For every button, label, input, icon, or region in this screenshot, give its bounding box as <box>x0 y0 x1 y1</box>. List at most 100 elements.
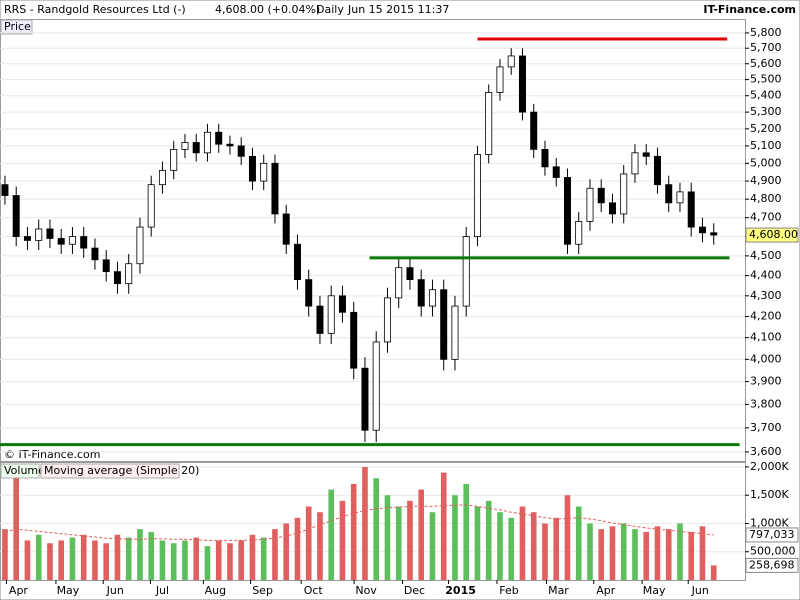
volume-bar <box>440 472 447 580</box>
volume-bar <box>452 495 458 580</box>
x-tick-label: Jun <box>106 584 124 597</box>
x-tick-label: Apr <box>9 584 29 597</box>
candle-body <box>158 169 166 186</box>
volume-bar <box>519 506 526 580</box>
volume-bar <box>260 537 267 580</box>
candle-body <box>338 295 346 313</box>
candle-body <box>552 166 560 178</box>
candle-body <box>170 148 178 171</box>
volume-bar <box>699 526 706 580</box>
volume-bar <box>114 534 121 580</box>
volume-bar <box>497 512 503 580</box>
candle-body <box>496 66 504 93</box>
candle-body <box>327 295 335 334</box>
ma-label-box <box>745 527 799 543</box>
y-tick-label: 2,000K <box>750 460 789 473</box>
volume-bar <box>227 543 233 580</box>
y-tick-label: 3,600 <box>750 445 782 458</box>
candle-body <box>23 236 31 241</box>
candle-body <box>192 142 200 154</box>
candle-body <box>237 145 245 157</box>
volume-bar <box>159 540 166 580</box>
volume-bar <box>688 531 695 580</box>
candle-body <box>586 187 594 222</box>
x-tick-label: May <box>57 584 80 597</box>
y-tick-label: 4,700 <box>750 211 782 224</box>
candle-body <box>350 311 358 369</box>
x-tick-label: Mar <box>548 584 569 597</box>
candle-body <box>35 228 43 241</box>
quote: 4,608.00 (+0.04%) <box>215 3 320 16</box>
timestamp: Jun 15 2015 11:37 <box>347 3 449 16</box>
volume-bar <box>362 466 368 580</box>
candle-body <box>530 111 538 150</box>
volume-bar <box>58 540 65 580</box>
y-tick-label: 4,200 <box>750 309 782 322</box>
candle-body <box>147 184 155 228</box>
candle-body <box>462 236 470 307</box>
legend-box <box>0 463 40 479</box>
volume-bar <box>125 537 132 580</box>
x-tick-label: Dec <box>404 584 425 597</box>
candle-body <box>91 247 99 261</box>
candle-body <box>710 232 718 236</box>
volume-bar <box>2 529 8 580</box>
y-tick-label: 4,800 <box>750 192 782 205</box>
volume-bar <box>305 506 312 580</box>
volume-label: 258,698 <box>749 558 795 571</box>
ma-label: 797,033 <box>749 528 795 541</box>
x-tick-label: Feb <box>499 584 518 597</box>
candle-body <box>440 289 448 360</box>
volume-bar <box>575 506 582 580</box>
x-tick-label: Nov <box>355 584 377 597</box>
candle-body <box>181 142 189 150</box>
y-tick-label: 5,500 <box>750 73 782 86</box>
x-tick-label: 2015 <box>445 584 476 597</box>
volume-bar <box>80 534 87 580</box>
candle-body <box>631 152 639 175</box>
volume-bar <box>553 517 560 580</box>
candle-body <box>102 259 110 273</box>
legend-entry: Volume <box>4 464 45 477</box>
candle-body <box>57 238 65 245</box>
y-tick-label: 3,900 <box>750 375 782 388</box>
candle-body <box>665 184 673 204</box>
volume-bar <box>654 526 661 580</box>
y-tick-label: 4,900 <box>750 174 782 187</box>
volume-bar <box>193 537 200 580</box>
x-tick-label: Sep <box>252 584 273 597</box>
candle-body <box>383 297 391 343</box>
candle-body <box>293 243 301 281</box>
symbol: RRS - Randgold Resources Ltd (-) <box>4 3 186 16</box>
panel-label: Price <box>4 20 31 33</box>
brand: IT-Finance.com <box>703 3 796 16</box>
volume-bar <box>542 523 548 580</box>
x-tick-label: Aug <box>205 584 226 597</box>
volume-bar <box>564 495 571 580</box>
y-tick-label: 5,000 <box>750 156 782 169</box>
candle-body <box>248 155 256 182</box>
candle-body <box>428 289 436 307</box>
volume-bar <box>474 506 481 580</box>
candle-body <box>676 191 684 204</box>
volume-bar <box>204 546 211 580</box>
candle-body <box>698 226 706 234</box>
volume-bar <box>170 543 177 580</box>
y-tick-label: 5,600 <box>750 57 782 70</box>
volume-bar <box>148 531 155 580</box>
candle-body <box>260 162 268 182</box>
candle-body <box>563 177 571 245</box>
volume-bar <box>339 500 346 580</box>
candle-body <box>1 184 9 196</box>
candle-body <box>372 341 380 431</box>
candle-body <box>305 279 313 307</box>
y-tick-label: 3,800 <box>750 397 782 410</box>
last-price-label: 4,608.00 <box>749 228 798 241</box>
candle-body <box>608 202 616 215</box>
candle-body <box>518 55 526 113</box>
volume-bar <box>665 529 672 580</box>
candle-body <box>203 131 211 154</box>
volume-bar <box>463 483 470 580</box>
y-tick-label: 5,200 <box>750 122 782 135</box>
candle-body <box>473 154 481 237</box>
